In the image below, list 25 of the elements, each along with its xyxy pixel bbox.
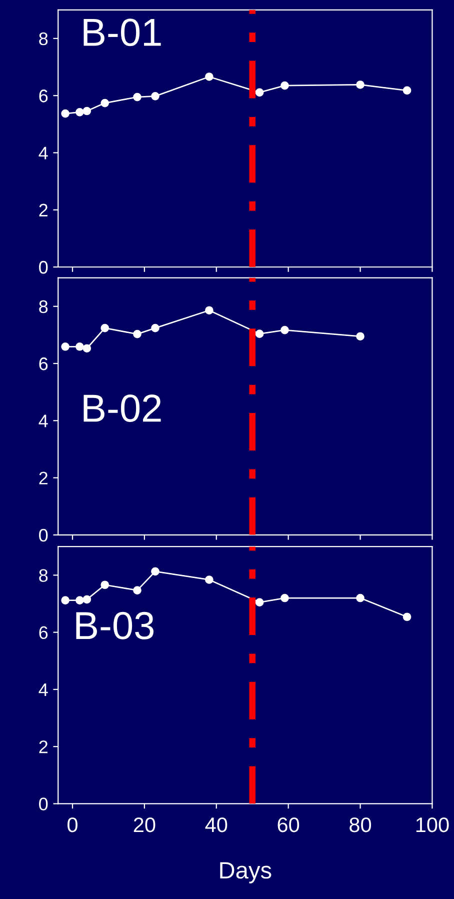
y-tick-label: 4 (38, 684, 48, 696)
x-tick-label: 80 (350, 817, 372, 832)
y-tick-label: 8 (39, 32, 48, 46)
x-tick-label: 60 (278, 817, 300, 832)
x-tick-label: 0 (68, 817, 78, 832)
y-tick-label: 8 (39, 569, 48, 582)
y-tick-label: 4 (38, 146, 48, 160)
y-tick-label: 0 (39, 260, 48, 274)
x-tick-label: 20 (134, 817, 156, 832)
y-tick-label: 4 (38, 414, 48, 428)
y-tick-label: 0 (39, 528, 48, 542)
y-tick-label: 6 (39, 90, 48, 102)
y-tick-label: 0 (39, 798, 48, 810)
x-tick-label: 40 (205, 817, 228, 832)
y-tick-label: 2 (39, 740, 48, 754)
y-tick-label: 8 (39, 300, 48, 314)
y-tick-label: 2 (39, 472, 48, 484)
x-axis-title: Days (220, 862, 272, 884)
x-tick-label: 100 (416, 817, 449, 832)
text: B-03 (76, 612, 154, 640)
text: B-02 (84, 394, 161, 422)
y-tick-label: 6 (39, 357, 48, 370)
y-tick-label: 2 (39, 204, 48, 216)
chart-title: B-01 (84, 18, 161, 46)
y-tick-label: 6 (39, 626, 48, 640)
